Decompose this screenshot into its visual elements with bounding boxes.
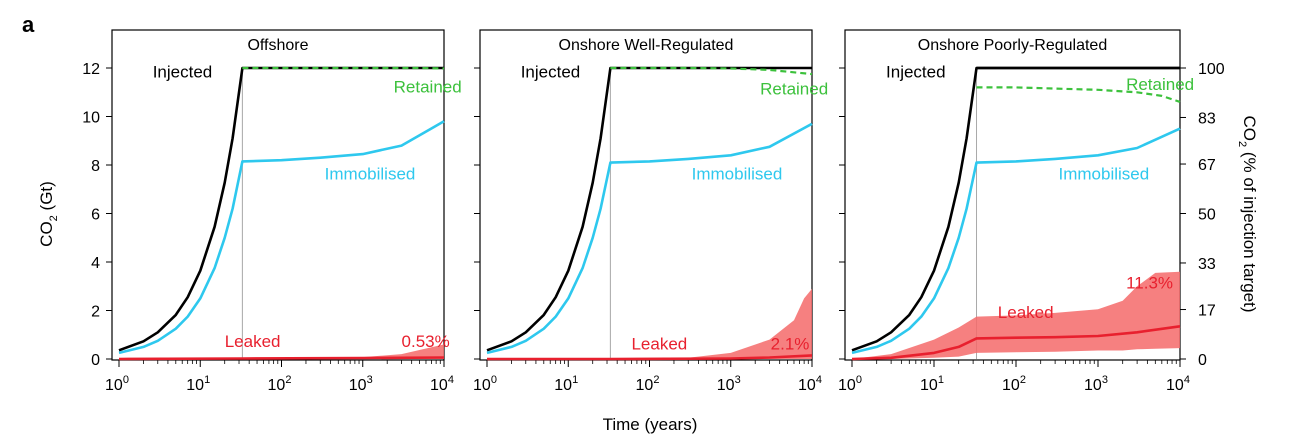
y2-tick-label: 83 xyxy=(1198,110,1216,127)
panel-title: Offshore xyxy=(247,37,308,54)
panel-title: Onshore Poorly-Regulated xyxy=(918,37,1107,54)
series-line-leaked xyxy=(487,354,813,361)
series-line-leaked xyxy=(118,356,445,361)
series-line-immobilised xyxy=(118,120,445,355)
y2-tick-label: 33 xyxy=(1198,256,1216,273)
x-tick-label: 103 xyxy=(1084,374,1108,394)
x-tick-label: 102 xyxy=(268,374,292,394)
x-tick-label: 100 xyxy=(473,374,497,394)
y2-tick-label: 100 xyxy=(1198,61,1225,78)
annotation-retained: Retained xyxy=(394,77,462,96)
y-axis-label-right: CO2 (% of injection target) xyxy=(1236,116,1259,313)
panel-title: Onshore Well-Regulated xyxy=(559,37,734,54)
annotation-injected: Injected xyxy=(521,63,581,82)
y2-tick-label: 17 xyxy=(1198,303,1216,320)
x-tick-label: 101 xyxy=(186,374,210,394)
annotation-0-53: 0.53% xyxy=(402,332,450,351)
annotation-injected: Injected xyxy=(886,63,946,82)
x-tick-label: 101 xyxy=(920,374,944,394)
panel-offshore: Offshore 0 2 4 6 8 10 12 100 101 102 103 104 Injected… xyxy=(82,29,462,394)
x-tick-label: 101 xyxy=(554,374,578,394)
x-tick-label: 100 xyxy=(838,374,862,394)
series-line-leaked xyxy=(851,325,1181,361)
annotation-11-3: 11.3% xyxy=(1126,274,1173,293)
y2-tick-label: 67 xyxy=(1198,157,1216,174)
x-axis-label: Time (years) xyxy=(603,415,698,434)
leaked-uncertainty-band xyxy=(487,288,812,359)
series-line-injected xyxy=(486,66,812,352)
x-tick-label: 103 xyxy=(349,374,373,394)
annotation-leaked: Leaked xyxy=(998,303,1054,322)
y-tick-label: 12 xyxy=(82,61,100,78)
x-tick-label: 102 xyxy=(636,374,660,394)
annotation-immobilised: Immobilised xyxy=(1059,165,1150,184)
panel-letter: a xyxy=(22,12,35,37)
panel-onshore-well-regulated: Onshore Well-Regulated 100 101 102 103 104 Inj… xyxy=(473,29,828,394)
x-tick-label: 102 xyxy=(1002,374,1026,394)
x-tick-label: 103 xyxy=(717,374,741,394)
annotation-injected: Injected xyxy=(153,63,213,82)
series-line-retained xyxy=(976,86,1181,103)
x-tick-label: 104 xyxy=(1166,374,1190,394)
annotation-immobilised: Immobilised xyxy=(325,165,416,184)
series-line-retained xyxy=(242,66,445,70)
annotation-leaked: Leaked xyxy=(225,332,281,351)
y-tick-label: 6 xyxy=(91,207,100,224)
series-line-retained xyxy=(610,66,813,76)
y-tick-label: 8 xyxy=(91,158,100,175)
panel-onshore-poorly-regulated: Onshore Poorly-Regulated 0 17 33 50 67 83 100 10… xyxy=(838,29,1225,394)
annotation-retained: Retained xyxy=(760,80,828,99)
y-tick-label: 4 xyxy=(91,255,100,272)
y-tick-label: 2 xyxy=(91,304,100,321)
y2-tick-label: 50 xyxy=(1198,207,1216,224)
y-tick-label: 0 xyxy=(91,352,100,369)
series-line-immobilised xyxy=(486,122,813,355)
x-tick-label: 104 xyxy=(430,374,454,394)
x-tick-label: 100 xyxy=(105,374,129,394)
annotation-2-1: 2.1% xyxy=(771,334,810,353)
annotation-leaked: Leaked xyxy=(631,334,687,353)
series-line-injected xyxy=(118,66,444,352)
y-tick-label: 10 xyxy=(82,110,100,127)
y-axis-label-left: CO2 (Gt) xyxy=(37,181,60,247)
series-line-immobilised xyxy=(851,127,1181,355)
x-tick-label: 104 xyxy=(798,374,822,394)
y2-tick-label: 0 xyxy=(1198,352,1207,369)
annotation-immobilised: Immobilised xyxy=(692,165,783,184)
annotation-retained: Retained xyxy=(1126,75,1194,94)
